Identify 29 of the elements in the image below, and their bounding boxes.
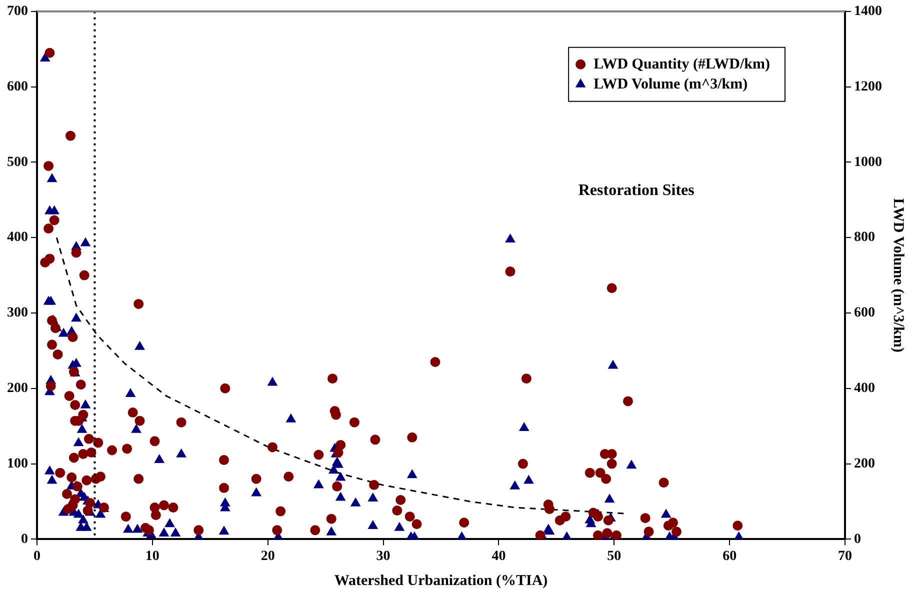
- x-tick-label: 0: [34, 549, 40, 564]
- y2-tick-label: 200: [854, 456, 875, 472]
- y2-axis-title: LWD Volume (m^3/km): [890, 198, 906, 352]
- y2-tick-label: 400: [854, 381, 875, 396]
- legend-label: LWD Quantity (#LWD/km): [594, 56, 770, 72]
- x-tick-label: 10: [145, 549, 160, 564]
- x-tick-label: 70: [838, 549, 852, 564]
- x-axis-title: Watershed Urbanization (%TIA): [334, 572, 548, 589]
- annotation: Restoration Sites: [578, 182, 694, 199]
- y-tick-label: 0: [21, 532, 28, 547]
- y2-tick-label: 600: [854, 306, 875, 321]
- x-tick-label: 20: [260, 549, 275, 564]
- y2-tick-label: 800: [854, 230, 875, 246]
- x-tick-label: 40: [492, 549, 506, 564]
- y2-tick-label: 0: [854, 532, 861, 547]
- x-tick-label: 30: [376, 549, 390, 564]
- y2-tick-label: 1000: [854, 154, 882, 170]
- y-tick-label: 300: [7, 306, 28, 321]
- y2-tick-label: 1400: [854, 4, 882, 20]
- x-tick-label: 60: [722, 549, 737, 564]
- y-tick-label: 500: [7, 154, 28, 170]
- legend-label: LWD Volume (m^3/km): [594, 76, 748, 92]
- y-tick-label: 100: [7, 456, 28, 472]
- y-tick-label: 400: [7, 230, 28, 246]
- y2-tick-label: 1200: [854, 79, 882, 94]
- y-tick-label: 700: [7, 4, 28, 20]
- y-tick-label: 600: [7, 79, 28, 94]
- y-tick-label: 200: [7, 381, 28, 396]
- x-tick-label: 50: [607, 549, 622, 564]
